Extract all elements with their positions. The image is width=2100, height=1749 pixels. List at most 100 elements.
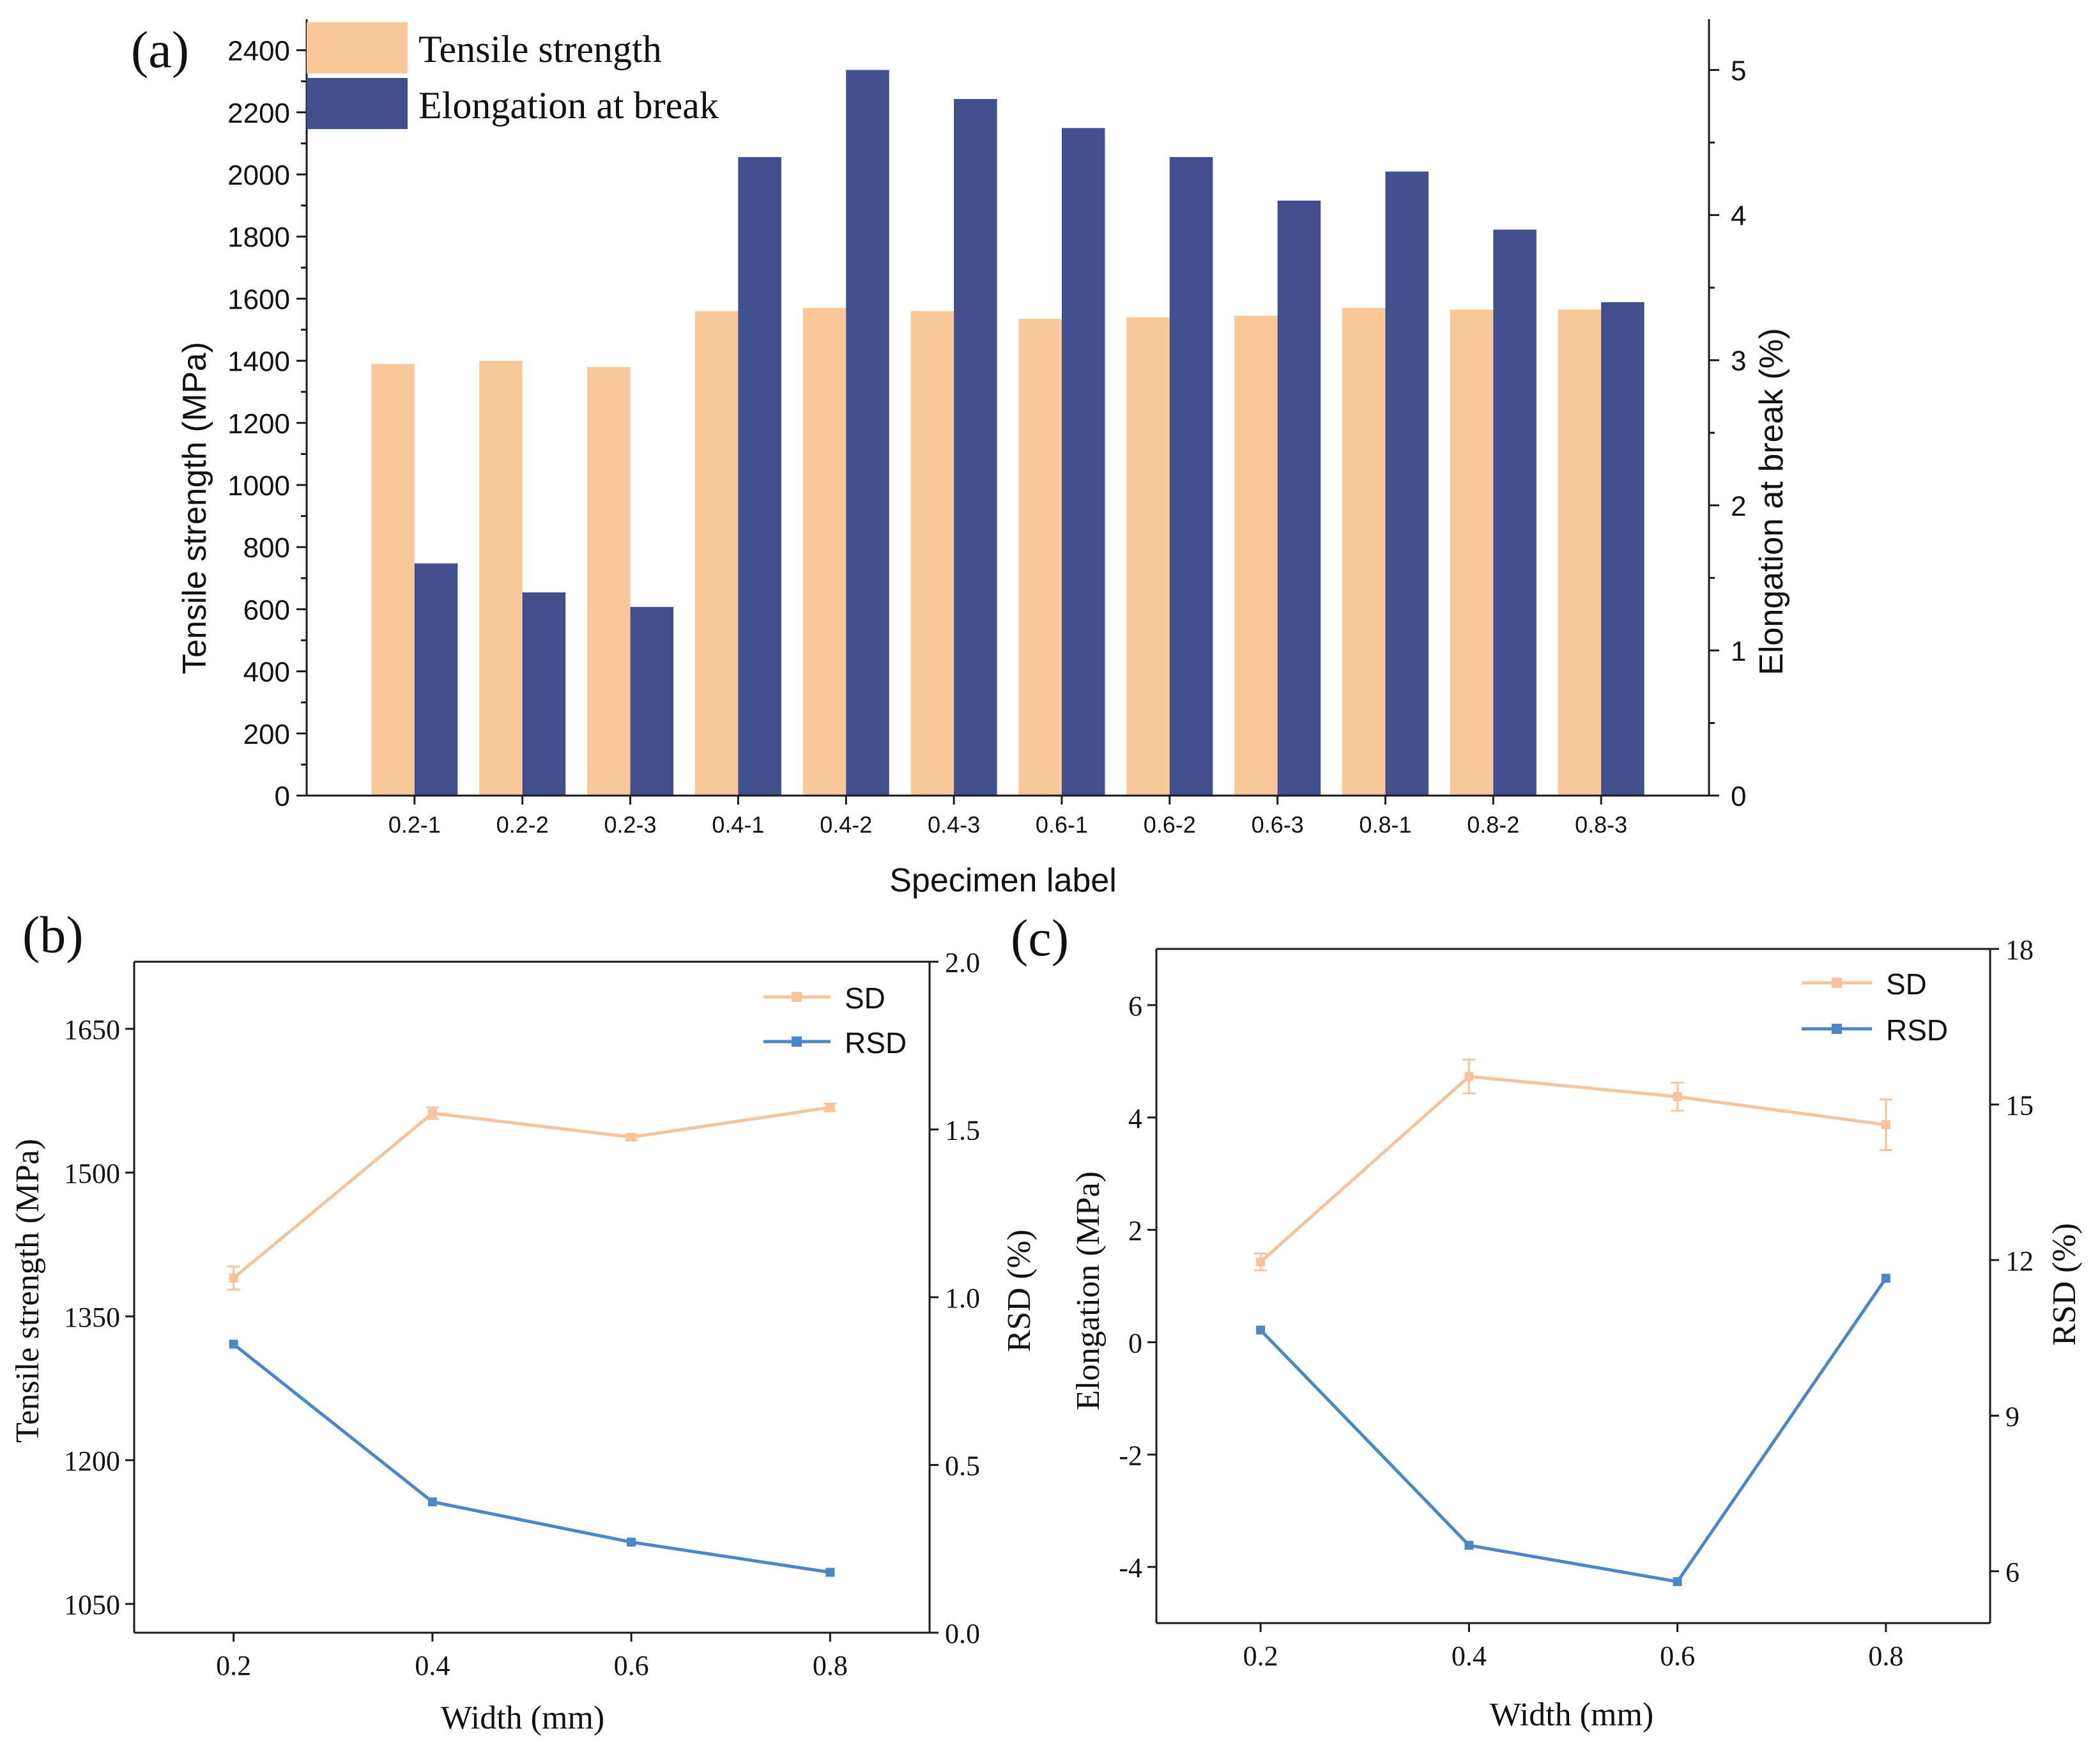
y-tick-label-right: 1 <box>1731 636 1746 667</box>
legend-marker-sd <box>792 992 802 1002</box>
panel-a: (a) 020040060080010001200140016001800200… <box>131 19 1790 899</box>
bar-elongation-at-break <box>1061 128 1105 796</box>
y-tick-label-left: 4 <box>1128 1103 1142 1134</box>
panel-a-ticks: 0 200 400 600 800 1000 1200 1400 1600 1800 2000 220… <box>227 36 1746 838</box>
y-tick-label-left: 1400 <box>227 346 290 378</box>
panel-b-xlabel: Width (mm) <box>441 1700 604 1736</box>
x-tick-label: 0.8-3 <box>1575 812 1627 838</box>
y-tick-label-right: 2 <box>1731 491 1746 522</box>
y-tick-label-left: 2000 <box>227 160 290 191</box>
data-point-sd <box>1881 1120 1890 1130</box>
legend-label-sd: SD <box>845 982 885 1015</box>
series-line-rsd <box>1259 1277 1887 1583</box>
y-tick-label-left: 2400 <box>227 36 290 67</box>
bar-tensile-strength <box>479 360 523 796</box>
panel-c-label: (c) <box>1011 909 1069 967</box>
bar-tensile-strength <box>1018 318 1062 796</box>
panel-c: (c) 0.2 0.4 0.6 0.8 -4 -2 0 2 4 6 6 9 12 15 18 Width (… <box>1011 909 2083 1733</box>
x-tick-label: 0.6-1 <box>1036 812 1088 838</box>
y-tick-label-left: 1500 <box>64 1158 120 1189</box>
x-tick-label: 0.2-2 <box>496 812 549 838</box>
data-point-rsd <box>1881 1274 1890 1283</box>
data-point-sd <box>1673 1092 1682 1102</box>
y-tick-label-left: 0 <box>1128 1327 1142 1359</box>
bar-tensile-strength <box>1342 307 1386 796</box>
data-point-sd <box>1464 1072 1474 1081</box>
x-tick-label: 0.8 <box>1868 1640 1903 1672</box>
y-tick-label-left: 2200 <box>227 98 290 129</box>
series-line-sd <box>1259 1074 1887 1263</box>
panel-b-axes <box>133 960 931 1634</box>
y-tick-label-left: 800 <box>243 532 290 564</box>
panel-b-lines <box>227 1102 837 1577</box>
y-tick-label-right: 5 <box>1731 55 1746 86</box>
x-tick-label: 0.8-1 <box>1359 812 1411 838</box>
y-tick-label-left: 6 <box>1128 990 1142 1022</box>
data-point-rsd <box>427 1497 437 1507</box>
panel-c-ylabel-right: RSD (%) <box>2046 1223 2083 1346</box>
y-tick-label-right: 6 <box>2005 1557 2020 1588</box>
bar-elongation-at-break <box>1385 171 1429 796</box>
panel-a-legend: Tensile strength Elongation at break <box>307 22 719 129</box>
panel-b-label: (b) <box>22 905 84 964</box>
bar-elongation-at-break <box>738 157 781 796</box>
y-tick-label-left: -4 <box>1119 1552 1142 1583</box>
bar-tensile-strength <box>694 311 739 796</box>
data-point-rsd <box>627 1537 636 1547</box>
panel-c-lines <box>1254 1058 1892 1587</box>
bar-tensile-strength <box>587 367 631 796</box>
x-tick-label: 0.8-2 <box>1467 812 1519 838</box>
panel-c-xlabel: Width (mm) <box>1490 1697 1653 1733</box>
y-tick-label-right: 0.0 <box>945 1618 980 1649</box>
legend-label-rsd: RSD <box>845 1026 907 1059</box>
y-tick-label-right: 2.0 <box>945 947 980 978</box>
y-tick-label-left: 1200 <box>227 408 290 440</box>
data-point-rsd <box>1256 1325 1266 1335</box>
x-tick-label: 0.6 <box>1660 1640 1695 1672</box>
data-point-sd <box>229 1274 238 1283</box>
data-point-rsd <box>1464 1541 1474 1550</box>
panel-b: (b) 0.2 0.4 0.6 0.8105012001350150016500.00… <box>10 905 1038 1736</box>
panel-a-bars <box>371 70 1644 796</box>
x-tick-label: 0.4-1 <box>712 812 764 838</box>
legend-marker-sd <box>1832 978 1842 988</box>
y-tick-label-left: 1600 <box>227 284 290 315</box>
bar-elongation-at-break <box>522 592 566 796</box>
bar-elongation-at-break <box>1601 302 1644 796</box>
legend-swatch-elongation-at-break <box>307 78 408 129</box>
bar-elongation-at-break <box>954 98 997 796</box>
data-point-sd <box>825 1103 835 1112</box>
bar-elongation-at-break <box>846 70 889 796</box>
y-tick-label-right: 0 <box>1731 781 1746 812</box>
y-tick-label-left: 1800 <box>227 222 290 253</box>
y-tick-label-left: 1350 <box>64 1302 120 1333</box>
x-tick-label: 0.6-2 <box>1144 812 1196 838</box>
panel-c-axes <box>1155 948 1991 1624</box>
x-tick-label: 0.2-3 <box>604 812 657 838</box>
x-tick-label: 0.2-1 <box>388 812 441 838</box>
bar-tensile-strength <box>1450 309 1494 796</box>
y-tick-label-right: 1.0 <box>945 1283 980 1314</box>
panel-b-ylabel-left: Tensile strength (MPa) <box>10 1139 46 1443</box>
legend-label-elongation-at-break: Elongation at break <box>418 84 719 127</box>
panel-a-label: (a) <box>131 20 189 79</box>
y-tick-label-left: 1650 <box>64 1014 120 1045</box>
y-tick-label-right: 1.5 <box>945 1115 980 1146</box>
series-line-sd <box>233 1106 831 1279</box>
bar-elongation-at-break <box>1493 229 1537 796</box>
panel-a-axes <box>305 19 1710 797</box>
legend-marker-rsd <box>792 1036 802 1047</box>
legend-label-sd: SD <box>1886 967 1927 1001</box>
y-tick-label-left: 0 <box>275 781 290 812</box>
y-tick-label-right: 4 <box>1731 201 1746 232</box>
bar-elongation-at-break <box>630 606 674 796</box>
legend-swatch-tensile-strength <box>307 22 408 73</box>
bar-elongation-at-break <box>1169 157 1213 796</box>
y-tick-label-left: 1000 <box>227 470 290 502</box>
bar-elongation-at-break <box>1277 200 1321 796</box>
x-tick-label: 0.4 <box>1452 1640 1487 1672</box>
legend-label-rsd: RSD <box>1886 1013 1948 1047</box>
panel-b-ticks: 0.2 0.4 0.6 0.8 1050 1200 1350 1500 1650 0.0 0.5 1.… <box>64 947 980 1681</box>
y-tick-label-right: 9 <box>2005 1401 2020 1432</box>
